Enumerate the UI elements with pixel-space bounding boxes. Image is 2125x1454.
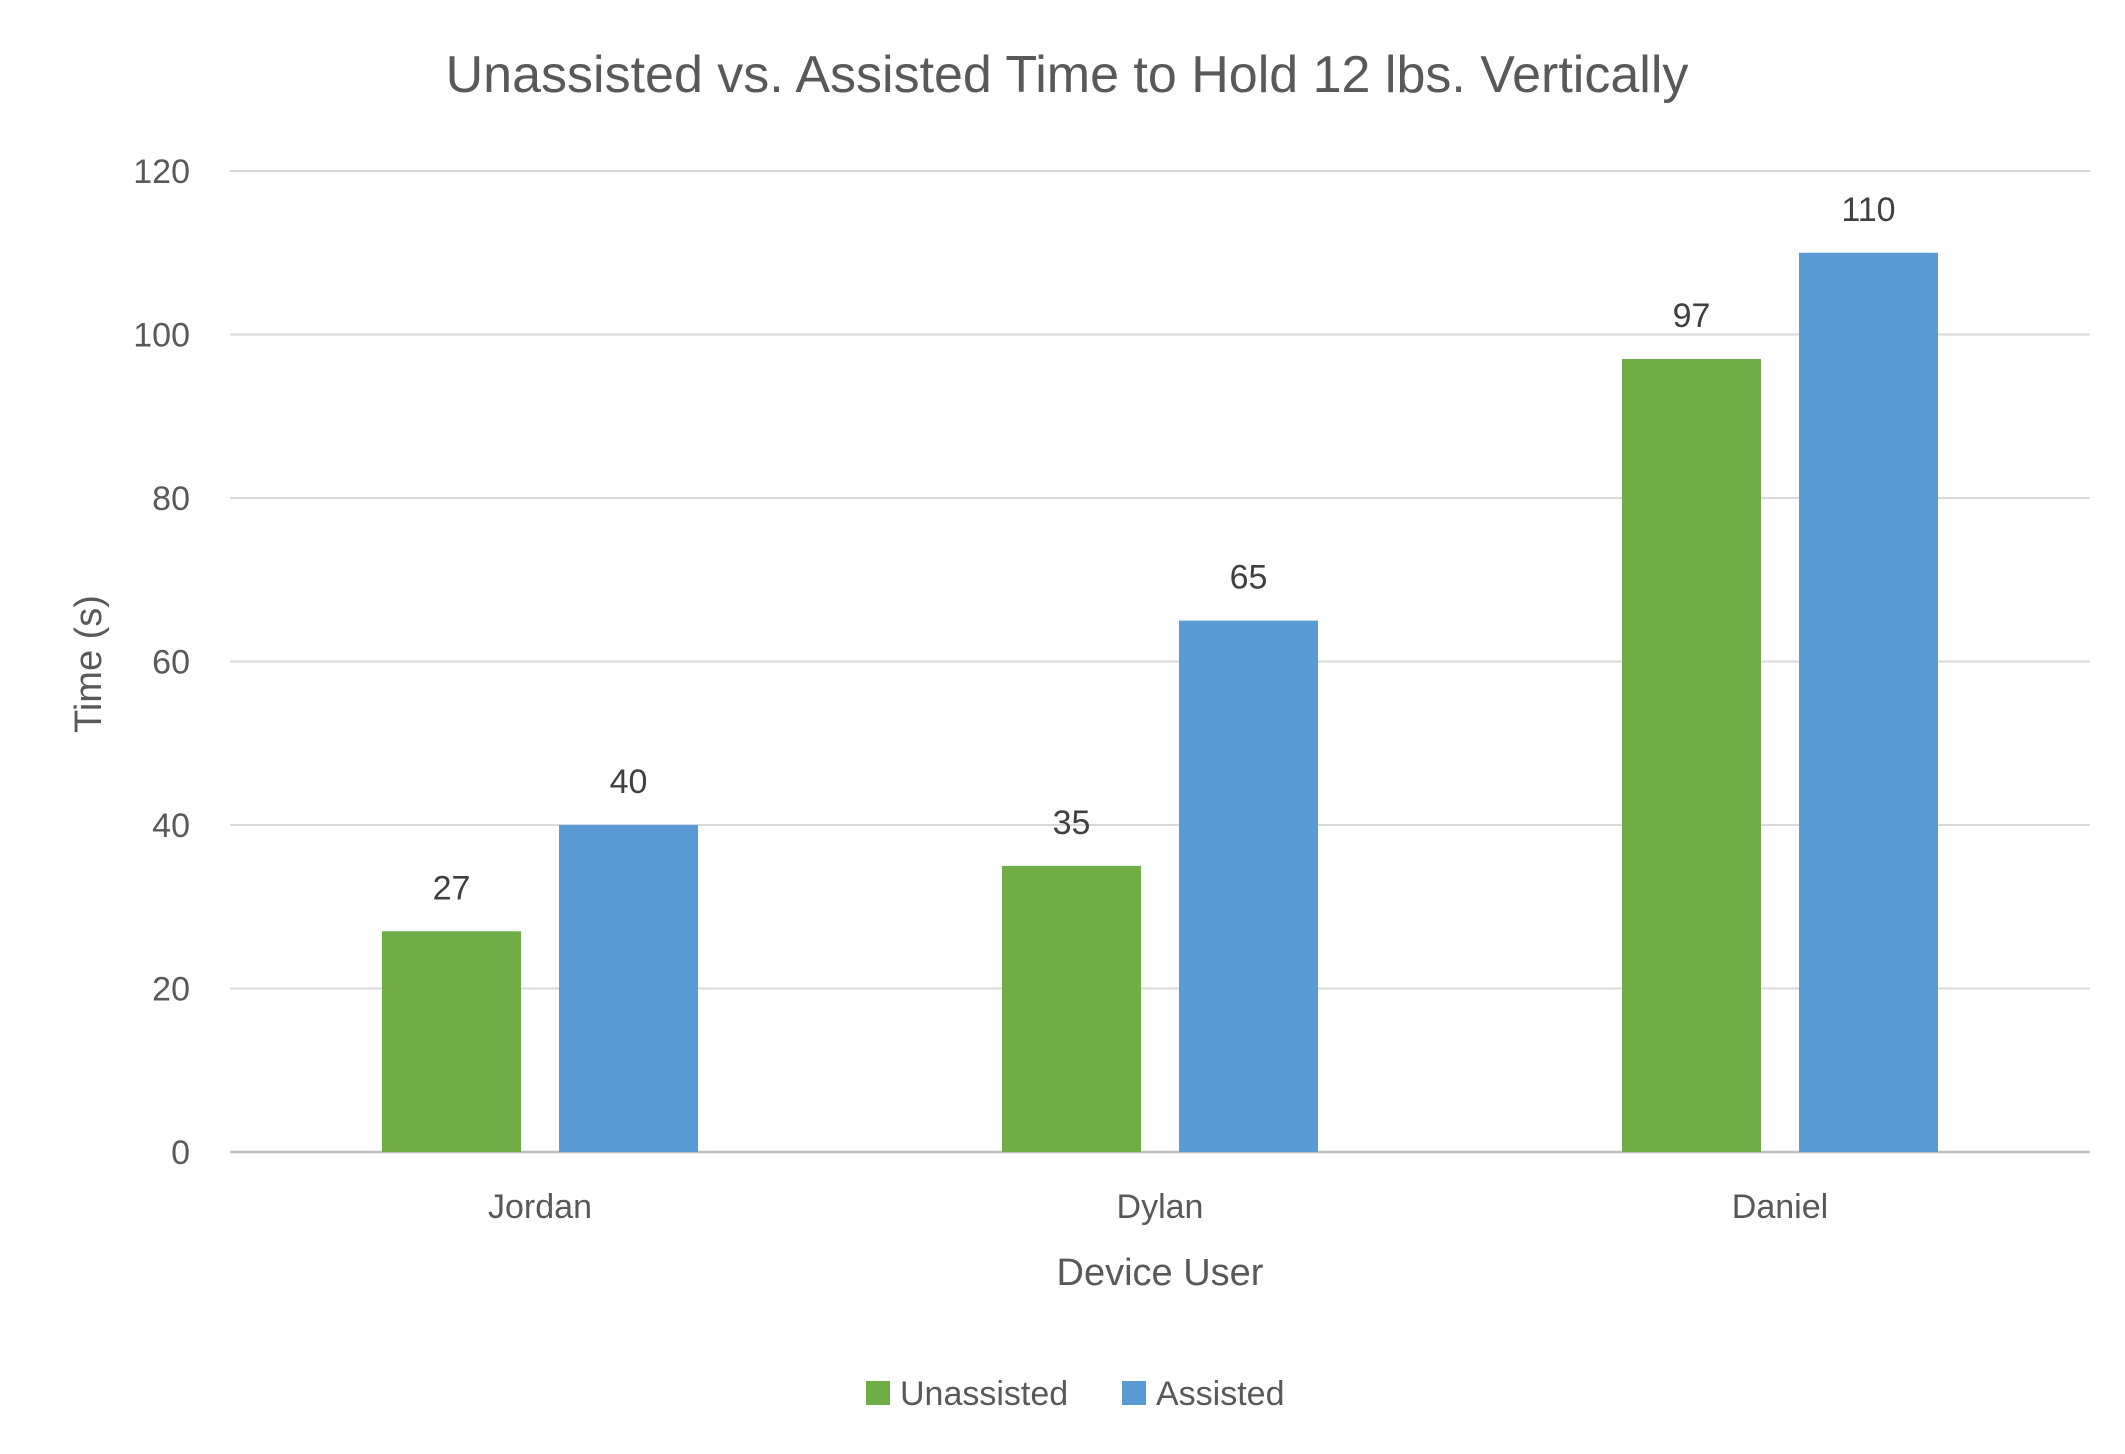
legend-swatch-assisted: [1122, 1381, 1146, 1405]
data-label-unassisted-jordan: 27: [433, 869, 471, 907]
legend-label-assisted: Assisted: [1156, 1375, 1285, 1413]
x-tick-label: Dylan: [1117, 1188, 1204, 1226]
y-tick-label: 40: [152, 807, 190, 845]
y-axis-title: Time (s): [68, 595, 110, 733]
legend-label-unassisted: Unassisted: [900, 1375, 1068, 1413]
bar-unassisted-jordan: [382, 931, 521, 1152]
x-tick-label: Jordan: [488, 1188, 592, 1226]
data-label-assisted-jordan: 40: [610, 763, 648, 801]
bar-assisted-jordan: [559, 825, 698, 1152]
data-label-assisted-dylan: 65: [1230, 559, 1268, 597]
bar-unassisted-dylan: [1002, 865, 1141, 1152]
x-tick-label: Daniel: [1732, 1188, 1828, 1226]
data-label-unassisted-daniel: 97: [1673, 297, 1711, 335]
bar-assisted-dylan: [1179, 620, 1318, 1152]
y-tick-label: 120: [133, 153, 190, 191]
data-label-assisted-daniel: 110: [1841, 191, 1895, 229]
y-tick-label: 0: [171, 1134, 190, 1172]
bar-assisted-daniel: [1799, 252, 1938, 1152]
legend: Unassisted Assisted: [866, 1375, 1285, 1413]
bars: [382, 252, 1938, 1152]
x-axis-ticks: Jordan Dylan Daniel: [488, 1188, 1828, 1226]
y-tick-label: 100: [133, 317, 190, 355]
gridlines: [230, 170, 2090, 1154]
data-label-unassisted-dylan: 35: [1053, 804, 1091, 842]
y-axis-ticks: 0 20 40 60 80 100 120: [133, 153, 190, 1172]
x-axis-title: Device User: [1057, 1252, 1264, 1294]
chart-title: Unassisted vs. Assisted Time to Hold 12 …: [446, 46, 1689, 104]
y-tick-label: 60: [152, 644, 190, 682]
bar-unassisted-daniel: [1622, 359, 1761, 1152]
legend-swatch-unassisted: [866, 1381, 890, 1405]
y-tick-label: 20: [152, 971, 190, 1009]
data-labels: 27 40 35 65 97 110: [433, 191, 1896, 908]
y-tick-label: 80: [152, 480, 190, 518]
